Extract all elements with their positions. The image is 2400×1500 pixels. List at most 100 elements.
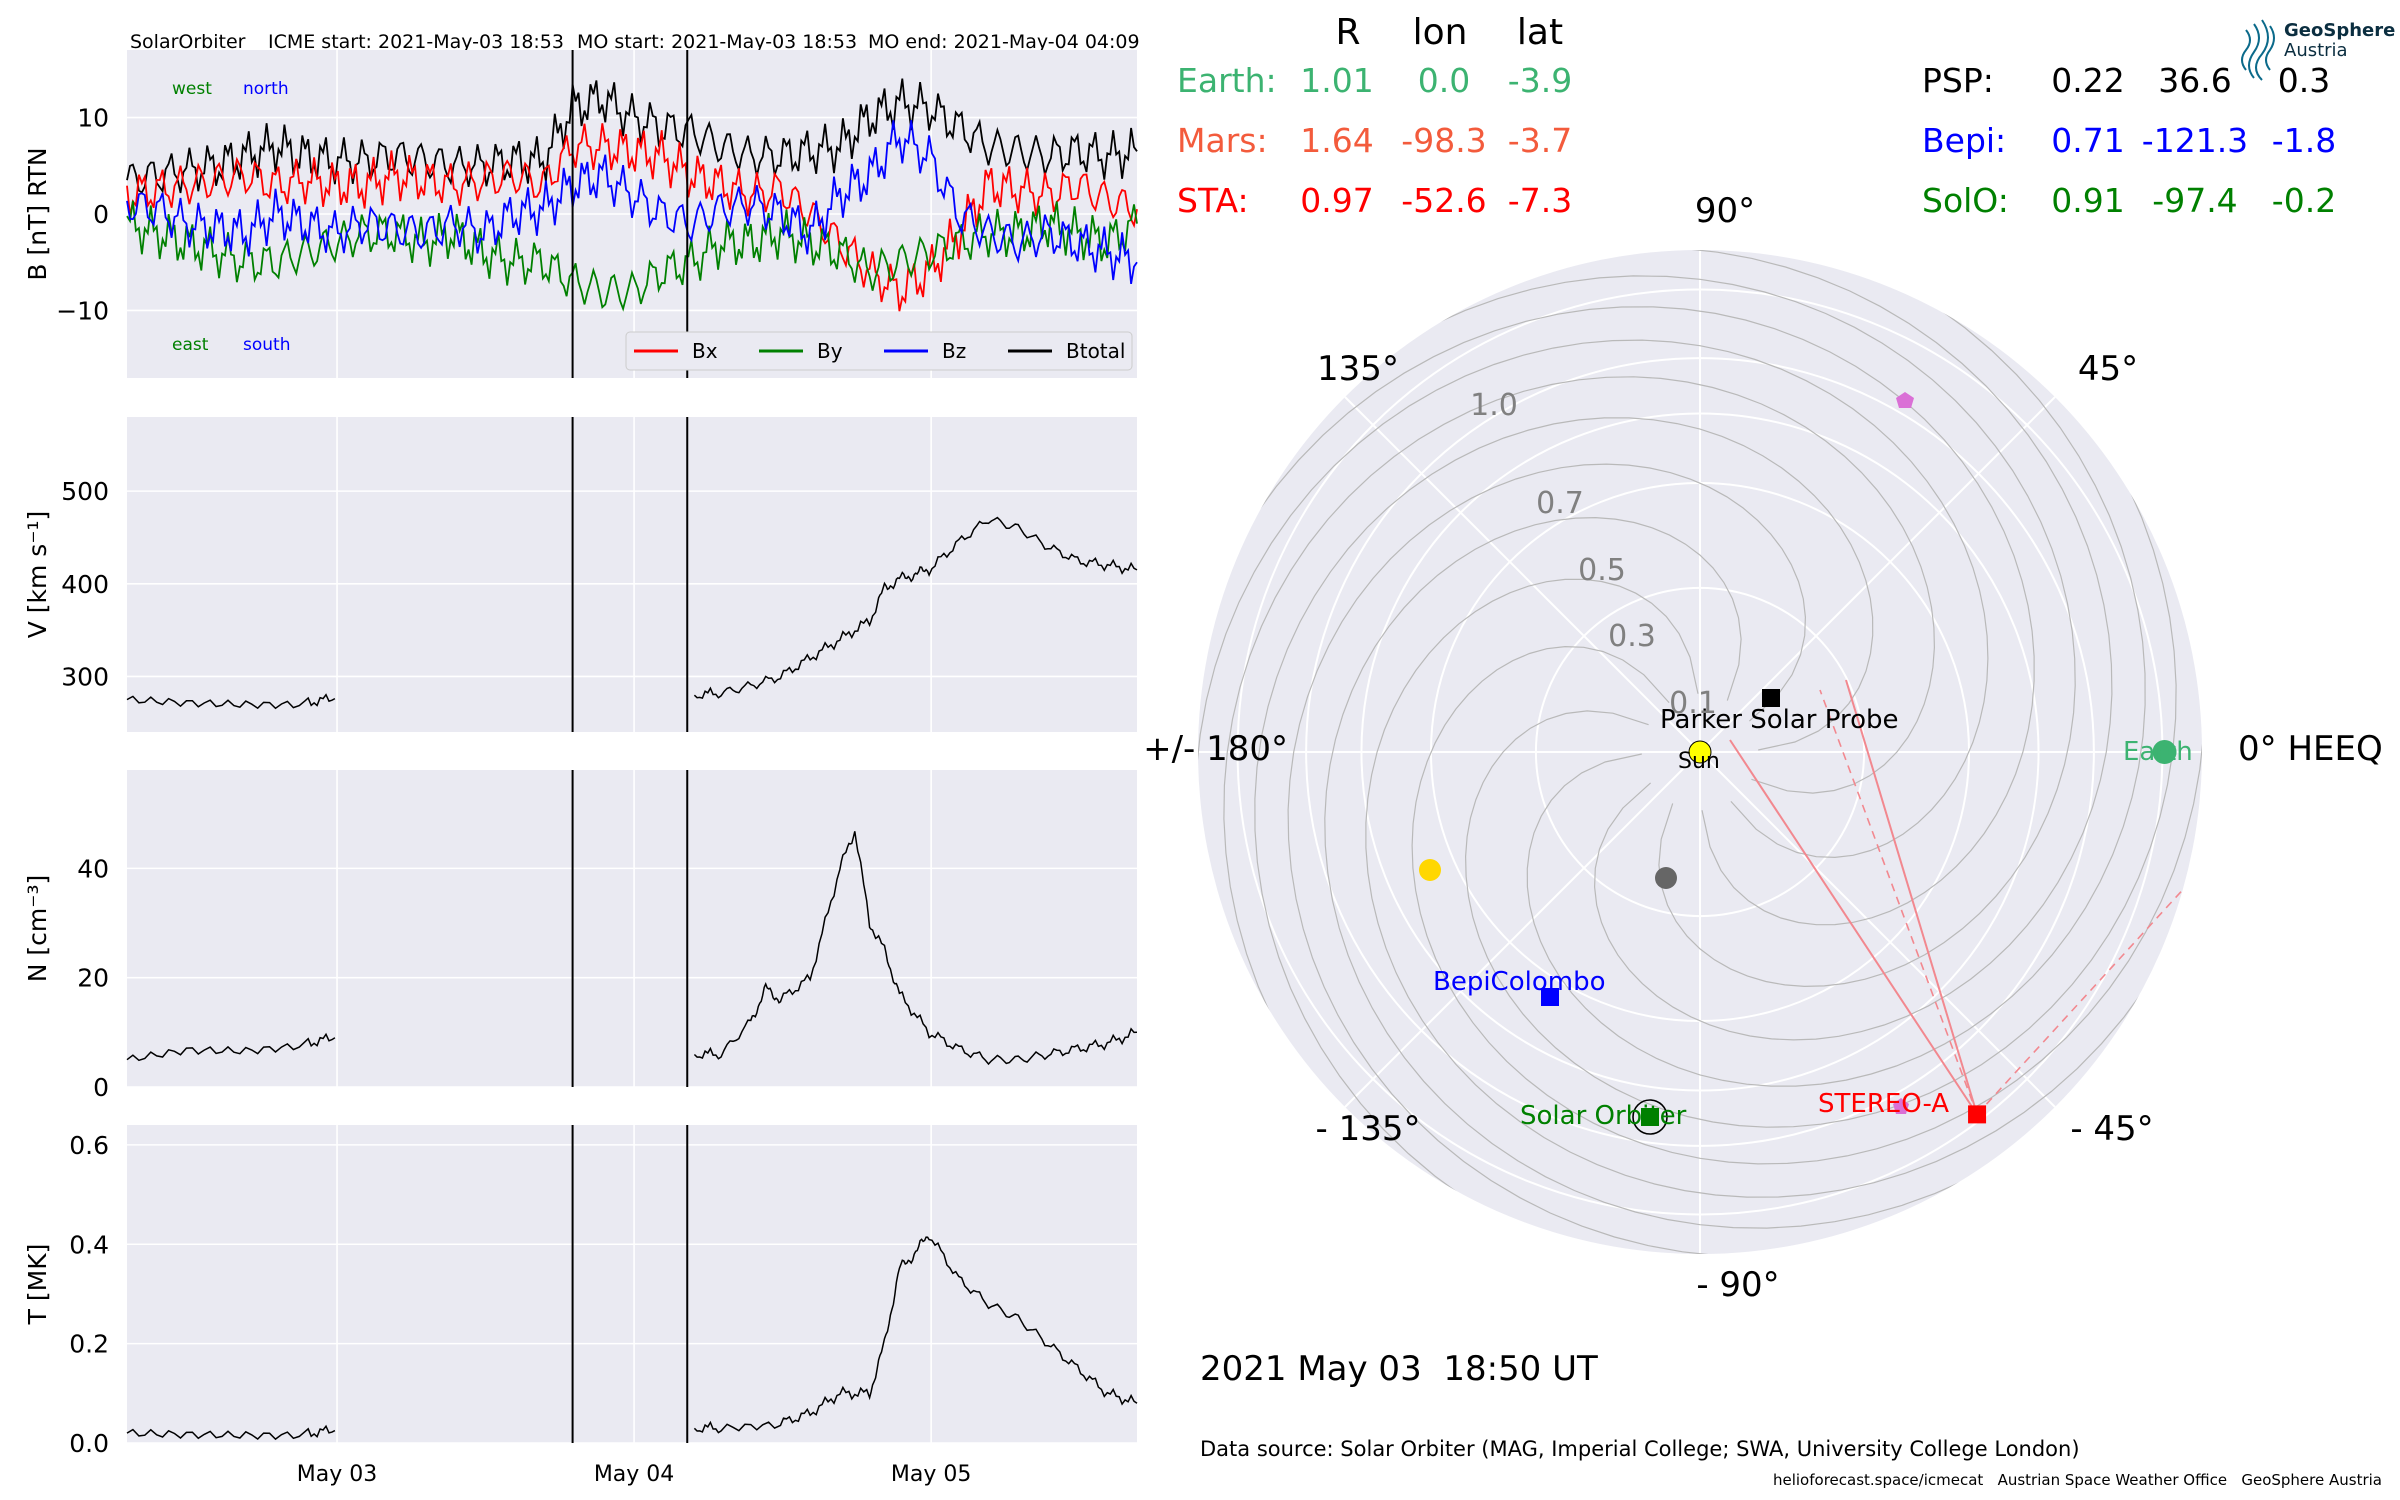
panel-background: [127, 417, 1137, 732]
table-lon-3: 36.6: [2158, 61, 2231, 100]
x-tick-label: May 03: [297, 1462, 377, 1487]
table-name-0: Earth:: [1177, 61, 1277, 100]
logo-swirl-icon: [2241, 19, 2275, 81]
table-lat-1: -3.7: [1508, 121, 1572, 160]
legend: Bx By Bz Btotal: [625, 331, 1133, 371]
table-name-3: PSP:: [1922, 61, 1994, 100]
y-tick-label: 0.4: [69, 1230, 109, 1259]
mercury-marker: [1655, 867, 1677, 889]
parker-spiral-line: [1263, 275, 2076, 988]
table-r-2: 0.97: [1300, 181, 1373, 220]
footer-credits: helioforecast.space/icmecat Austrian Spa…: [1773, 1471, 2382, 1489]
series-line-t: [693, 1236, 1138, 1434]
series-line-n: [693, 831, 1138, 1066]
table-lat-2: -7.3: [1508, 181, 1572, 220]
angle-tick-label: - 90°: [1696, 1265, 1779, 1305]
radial-tick-label: 0.5: [1578, 553, 1626, 588]
radial-tick-label: 0.1: [1669, 686, 1717, 721]
body-label-stereo-a: STEREO-A: [1818, 1089, 1949, 1119]
panel-background: [127, 1125, 1137, 1443]
y-tick-label: −10: [56, 296, 109, 325]
polar-plot: Earth STEREO-A Solar Orbiter BepiColombo Par…: [1143, 191, 2383, 1305]
body-label-solar-orbiter: Solar Orbiter: [1520, 1101, 1687, 1131]
table-lat-0: -3.9: [1508, 61, 1572, 100]
stereo-a-fov-line: [1976, 859, 2202, 1115]
x-tick-label: May 04: [594, 1462, 674, 1487]
venus-marker: [1419, 859, 1441, 881]
polar-inner: [1198, 250, 2202, 1254]
series-line-t: [126, 1424, 336, 1441]
angle-tick-label: +/- 180°: [1143, 729, 1288, 769]
table-lon-2: -52.6: [1401, 181, 1486, 220]
series-line-bz: [126, 120, 1138, 285]
parker-spiral-line: [1469, 250, 2113, 1041]
body-label-parker-solar-probe: Parker Solar Probe: [1660, 705, 1898, 735]
y-tick-label: 40: [77, 854, 109, 883]
y-tick-label: 10: [77, 104, 109, 133]
table-lat-4: -1.8: [2272, 121, 2336, 160]
parker-spiral-line: [1365, 578, 2202, 1198]
angle-tick-label: 90°: [1695, 191, 1755, 231]
table-header-r: R: [1335, 12, 1360, 53]
legend-label: Bz: [942, 339, 966, 363]
y-tick-label: 400: [61, 570, 109, 599]
direction-annotation: east: [172, 335, 209, 355]
radial-tick-label: 1.0: [1470, 388, 1518, 423]
table-header-lat: lat: [1517, 12, 1563, 53]
mars-marker: [1896, 392, 1914, 408]
direction-annotation: west: [172, 79, 212, 99]
table-r-1: 1.64: [1300, 121, 1373, 160]
y-tick-label: 500: [61, 477, 109, 506]
angular-grid-line: [1699, 751, 2069, 1121]
table-lon-1: -98.3: [1401, 121, 1486, 160]
series-line-v: [126, 693, 336, 710]
series-line-v: [693, 516, 1138, 699]
series-line-by: [126, 200, 1138, 312]
legend-label: Bx: [692, 339, 718, 363]
geosphere-logo: GeoSphere Austria: [2241, 19, 2395, 81]
legend-label: By: [817, 339, 843, 363]
earth-marker: [2152, 740, 2177, 764]
angular-grid-line: [1331, 751, 1701, 1121]
y-axis-label: T [MK]: [23, 1244, 52, 1326]
radial-tick-label: 0.7: [1536, 486, 1584, 521]
direction-annotation: north: [243, 79, 289, 99]
panel-2: 40 20 0 N [cm⁻³]: [23, 770, 1138, 1102]
parker-spiral-line: [1254, 417, 1874, 1254]
panel-0: 10 0 −10B [nT] RTN west north east south Bx By Bz…: [23, 50, 1138, 378]
y-axis-label: B [nT] RTN: [23, 147, 52, 280]
panel-background: [127, 770, 1137, 1087]
stereo-a-fov-line: [1845, 679, 1979, 1115]
angle-tick-label: - 135°: [1316, 1109, 1421, 1149]
logo-sub: Austria: [2284, 40, 2348, 61]
table-name-2: STA:: [1177, 181, 1249, 220]
angle-tick-label: 0° HEEQ: [2238, 729, 2383, 769]
solar-orbiter-marker: [1641, 1108, 1659, 1126]
y-axis-label: N [cm⁻³]: [23, 875, 52, 982]
table-r-3: 0.22: [2051, 61, 2124, 100]
series-line-n: [126, 1032, 336, 1062]
body-label-bepicolombo: BepiColombo: [1433, 967, 1606, 997]
parker-spiral-line: [1526, 250, 2146, 1087]
positions-table: R lon lat Earth: 1.01 0.0 -3.9 Mars: 1.64 -98.…: [1177, 12, 2336, 220]
table-name-4: Bepi:: [1922, 121, 2006, 160]
angle-tick-label: 45°: [2078, 349, 2138, 389]
stereo-a-fov-line: [1819, 689, 1978, 1115]
angular-grid-line: [1699, 383, 2069, 753]
table-lon-4: -121.3: [2142, 121, 2248, 160]
parker-solar-probe-marker: [1762, 689, 1780, 707]
data-source-label: Data source: Solar Orbiter (MAG, Imperia…: [1200, 1437, 2080, 1461]
series-line-bx: [126, 123, 1138, 312]
stereo-a-marker: [1968, 1105, 1987, 1124]
mo-start-label: MO start: 2021-May-03 18:53: [577, 31, 857, 53]
icme-start-label: ICME start: 2021-May-03 18:53: [268, 31, 564, 53]
y-tick-label: 0: [93, 1073, 109, 1102]
table-lon-5: -97.4: [2152, 181, 2237, 220]
table-name-1: Mars:: [1177, 121, 1268, 160]
angular-grid-line: [1331, 383, 1701, 753]
bepicolombo-marker: [1541, 988, 1559, 1006]
y-tick-label: 20: [77, 964, 109, 993]
legend-box: [625, 331, 1133, 371]
parker-spiral-line: [1198, 306, 2035, 926]
